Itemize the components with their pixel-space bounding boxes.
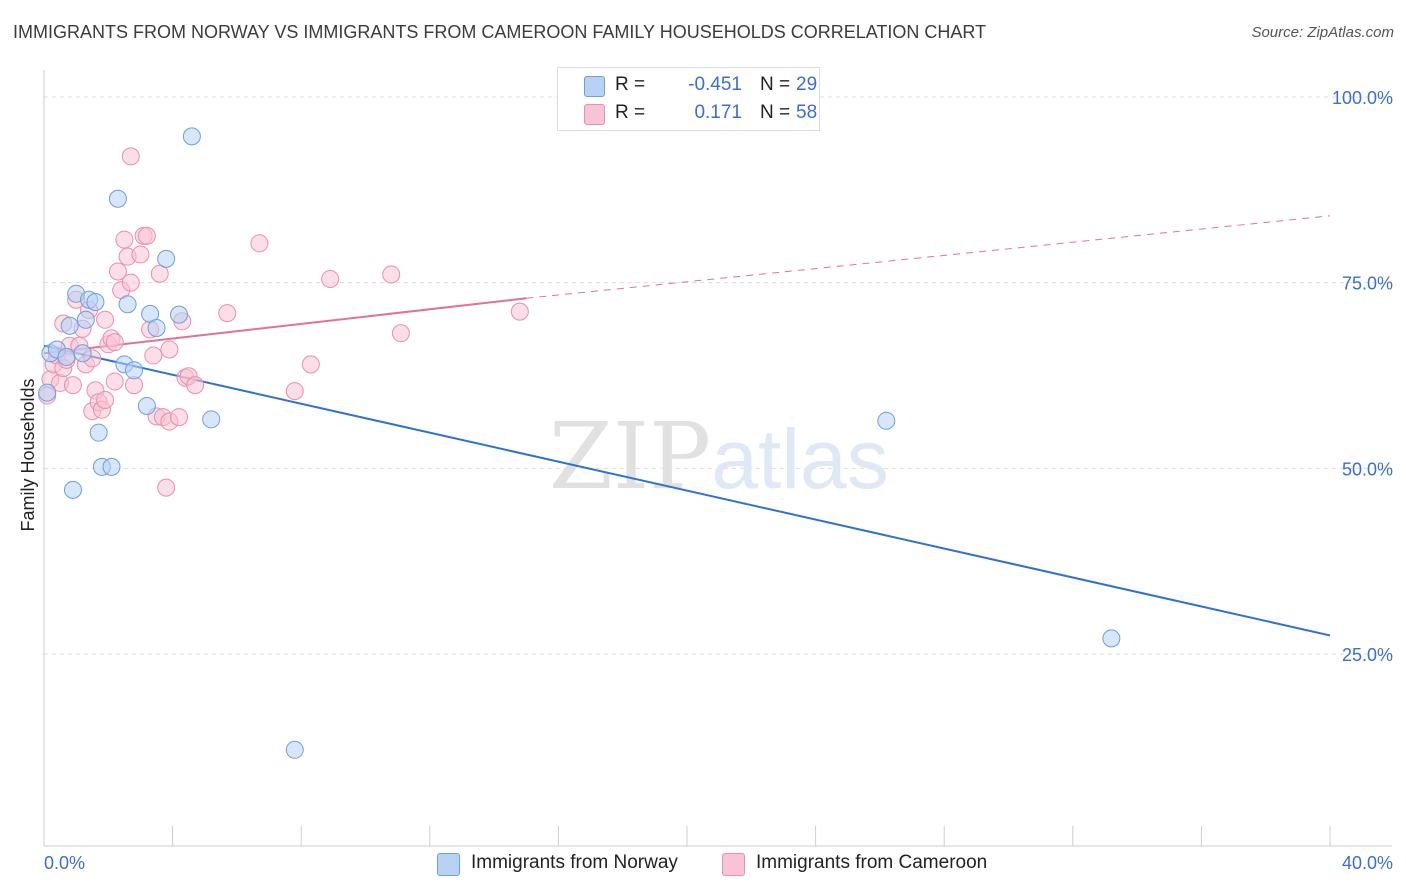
cameroon-point (160, 340, 179, 359)
cameroon-point (115, 230, 134, 249)
n-value: 29 (796, 74, 818, 95)
grid-lines (44, 96, 1392, 655)
cameroon-point (321, 269, 340, 288)
cameroon-point (131, 245, 150, 264)
norway-point (157, 249, 176, 268)
norway-point (877, 411, 896, 430)
norway-point (89, 423, 108, 442)
norway-legend-label: Immigrants from Norway (471, 852, 678, 873)
watermark: ZIP atlas (549, 403, 889, 510)
r-label: R = (615, 74, 646, 95)
r-label: R = (615, 102, 646, 123)
x-tick-label-max: 40.0% (1342, 853, 1393, 873)
cameroon-swatch (584, 104, 605, 125)
norway-swatch (584, 76, 605, 97)
norway-point (63, 480, 82, 499)
x-tick-label-min: 0.0% (44, 853, 85, 873)
cameroon-point (121, 273, 140, 292)
norway-point (137, 396, 156, 415)
y-axis-label: Family Households (18, 378, 38, 531)
cameroon-point (105, 333, 124, 352)
y-tick-label: 100.0% (1332, 88, 1393, 108)
trend-lines (43, 215, 1331, 637)
cameroon-point (186, 376, 205, 395)
norway-point (125, 361, 144, 380)
norway-legend-swatch (437, 853, 460, 876)
cameroon-point (144, 346, 163, 365)
cameroon-point (150, 264, 169, 283)
cameroon-point (121, 147, 140, 166)
cameroon-trend-extension (526, 215, 1331, 299)
cameroon-point (96, 310, 115, 329)
cameroon-point (96, 391, 115, 410)
cameroon-point (105, 372, 124, 391)
n-value: 58 (796, 102, 818, 123)
cameroon-point (250, 234, 269, 253)
watermark-atlas: atlas (711, 412, 888, 506)
tick-labels: 25.0% 50.0% 75.0% 100.0% 0.0% 40.0% (44, 88, 1393, 873)
r-value: 0.171 (694, 102, 742, 123)
norway-trend-line (43, 344, 1331, 637)
y-tick-label: 50.0% (1342, 459, 1393, 479)
cameroon-point (382, 265, 401, 284)
stats-legend: R = -0.451 N = 29 R = 0.171 N = 58 (557, 67, 820, 131)
norway-point (285, 740, 304, 759)
data-points (38, 127, 1121, 759)
norway-point (76, 310, 95, 329)
y-tick-label: 75.0% (1342, 274, 1393, 294)
norway-point (73, 344, 92, 363)
norway-point (108, 189, 127, 208)
y-tick-label: 25.0% (1342, 645, 1393, 665)
r-value: -0.451 (688, 74, 742, 95)
cameroon-point (285, 382, 304, 401)
chart-source: Source: ZipAtlas.com (1251, 24, 1394, 41)
axes (43, 70, 1392, 847)
cameroon-point (108, 262, 127, 281)
cameroon-legend-label: Immigrants from Cameroon (756, 852, 988, 873)
norway-point (38, 383, 57, 402)
watermark-zip: ZIP (549, 403, 711, 510)
norway-point (57, 347, 76, 366)
cameroon-trend-line (43, 297, 527, 355)
n-label: N = (760, 102, 791, 123)
norway-point (147, 318, 166, 337)
cameroon-point (301, 355, 320, 374)
cameroon-point (391, 324, 410, 343)
norway-point (60, 316, 79, 335)
norway-point (170, 305, 189, 324)
cameroon-point (63, 376, 82, 395)
norway-point (202, 410, 221, 429)
cameroon-legend-swatch (722, 853, 745, 876)
cameroon-point (170, 408, 189, 427)
norway-point (1102, 629, 1121, 648)
cameroon-point (137, 226, 156, 245)
cameroon-point (157, 478, 176, 497)
norway-point (86, 292, 105, 311)
cameroon-point (218, 304, 237, 323)
norway-point (102, 457, 121, 476)
cameroon-point (510, 302, 529, 321)
norway-point (182, 127, 201, 146)
norway-point (118, 295, 137, 314)
n-label: N = (760, 74, 791, 95)
chart-title: IMMIGRANTS FROM NORWAY VS IMMIGRANTS FRO… (13, 22, 987, 42)
